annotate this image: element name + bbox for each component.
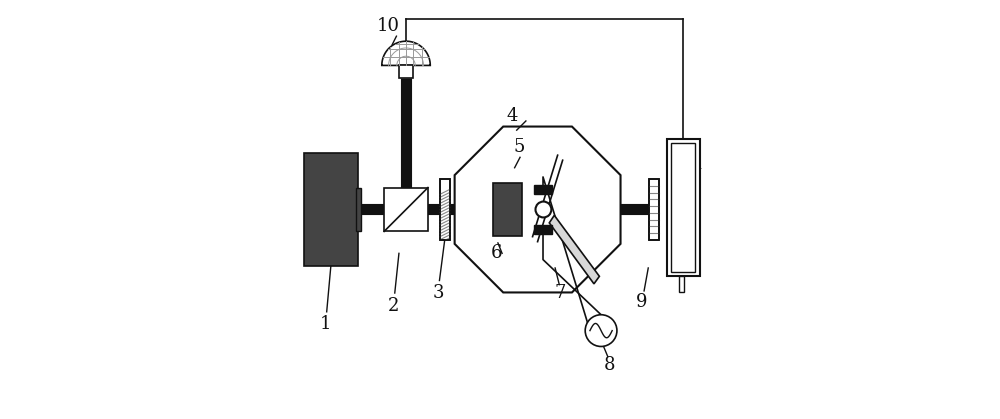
Bar: [667, 139, 700, 276]
Text: 11: 11: [681, 155, 704, 173]
Text: 5: 5: [513, 138, 524, 156]
Bar: [356, 188, 361, 231]
Text: 9: 9: [636, 293, 648, 311]
Text: 8: 8: [604, 356, 615, 374]
Text: 10: 10: [377, 17, 400, 35]
Circle shape: [535, 202, 551, 217]
Text: 1: 1: [320, 316, 331, 334]
Bar: [534, 225, 552, 234]
Circle shape: [585, 315, 617, 347]
Polygon shape: [455, 127, 621, 292]
Bar: [649, 179, 659, 240]
Bar: [679, 276, 684, 292]
Bar: [440, 179, 450, 240]
Bar: [671, 143, 695, 272]
Text: 4: 4: [507, 106, 518, 124]
Bar: [440, 179, 450, 240]
Text: 6: 6: [491, 244, 502, 262]
Text: 3: 3: [432, 284, 444, 302]
Bar: [384, 188, 428, 231]
Bar: [399, 65, 413, 78]
Polygon shape: [549, 215, 599, 284]
Bar: [493, 184, 522, 235]
Bar: [304, 153, 358, 266]
Bar: [649, 179, 659, 240]
Text: 7: 7: [555, 284, 566, 302]
Bar: [534, 185, 552, 194]
Text: 2: 2: [388, 297, 399, 315]
Polygon shape: [382, 41, 430, 65]
